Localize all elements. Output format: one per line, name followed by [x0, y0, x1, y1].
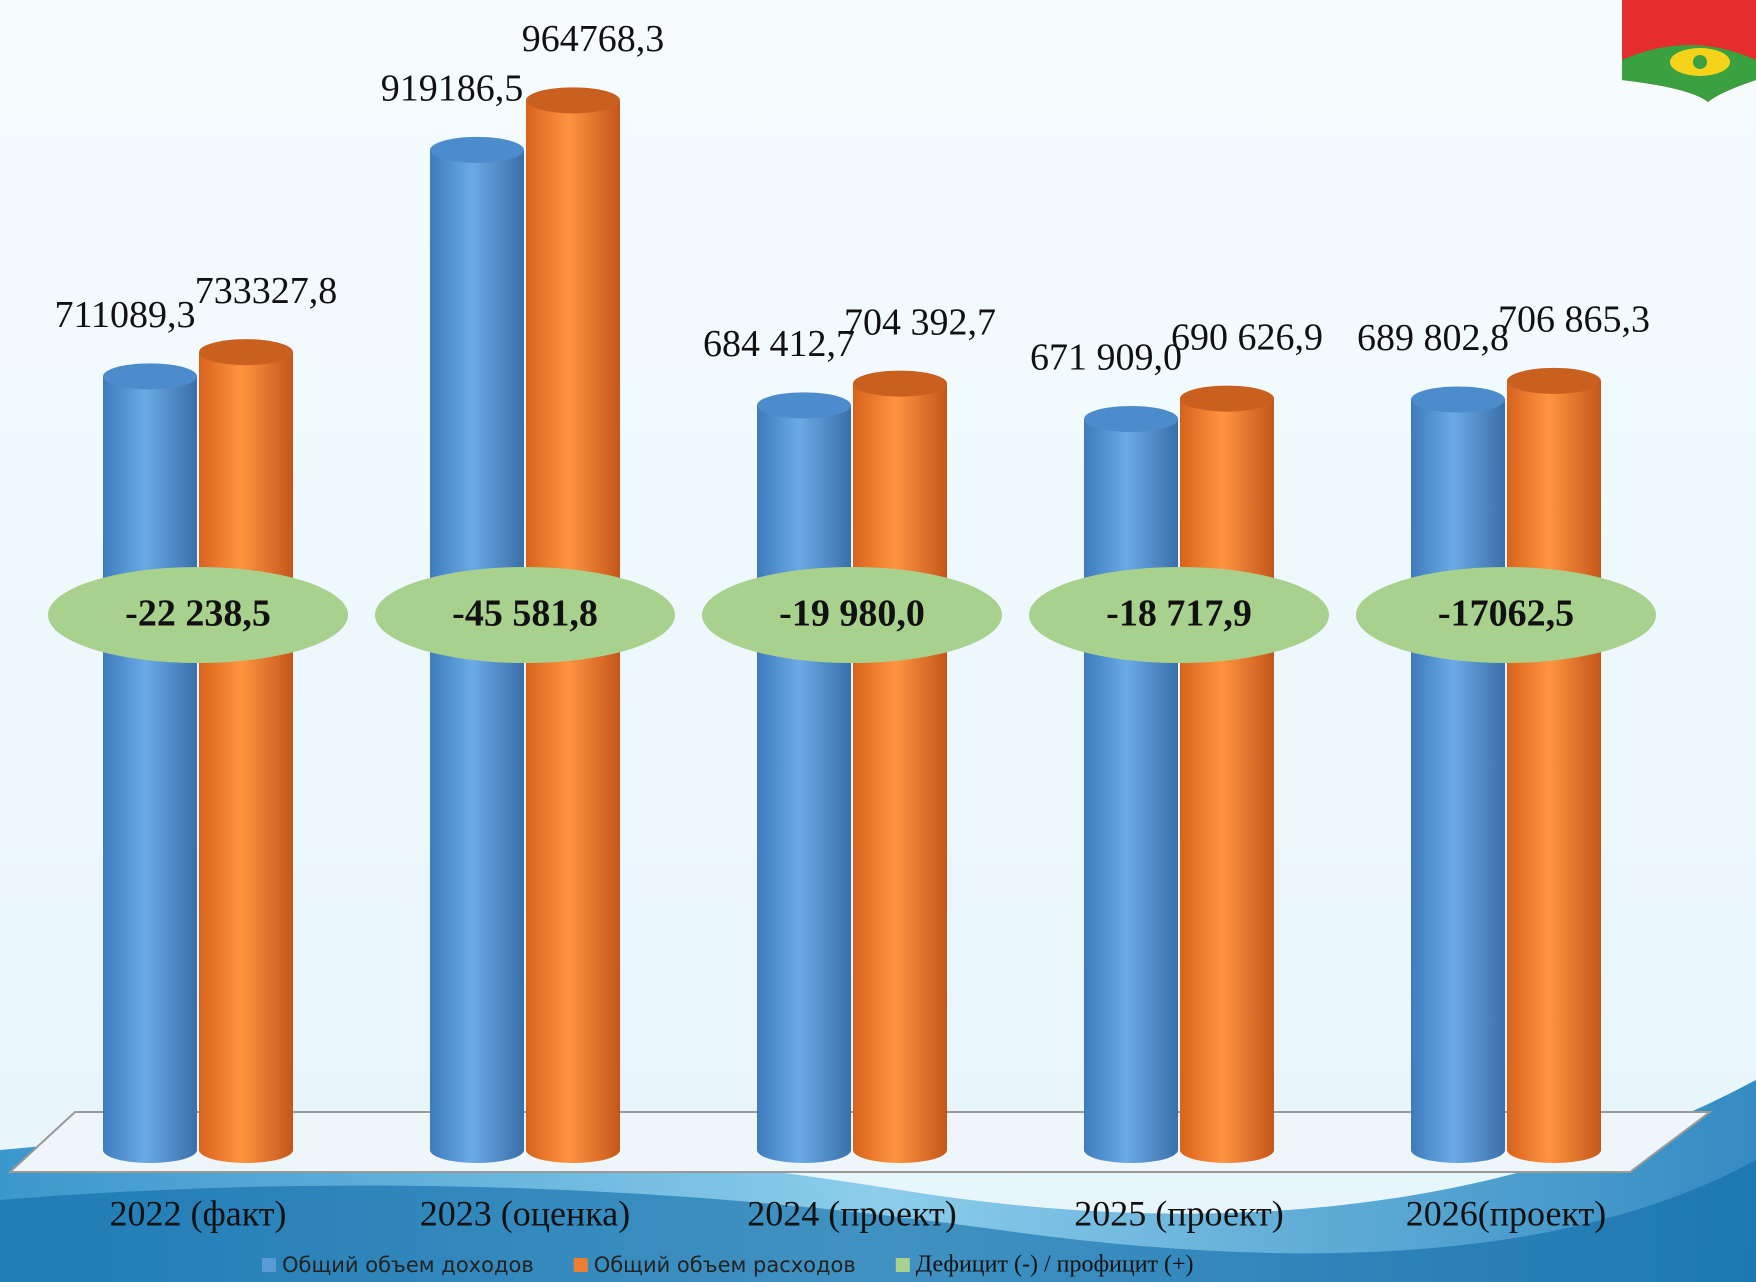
bar: [1180, 398, 1274, 1151]
wave: [0, 1160, 1756, 1282]
bar: [1411, 399, 1505, 1150]
logo: [1622, 0, 1756, 102]
bar-top: [199, 339, 293, 366]
legend-label: Общий объем расходов: [594, 1253, 856, 1277]
x-tick-label: 2025 (проект): [1074, 1193, 1283, 1233]
legend: Общий объем доходов Общий объем расходов Д…: [262, 1252, 1194, 1278]
data-label: 690 626,9: [1171, 316, 1323, 358]
bar-top: [757, 392, 851, 419]
bar: [1507, 380, 1601, 1150]
legend-label: Дефицит (-) / профицит (+): [916, 1252, 1194, 1278]
deficit-bubble: [1356, 567, 1656, 663]
data-label: 671 909,0: [1030, 337, 1182, 379]
data-label: 684 412,7: [703, 323, 855, 365]
bar-top: [430, 136, 524, 163]
data-label: 919186,5: [381, 68, 524, 110]
deficit-bubble: [702, 567, 1002, 663]
bar: [757, 405, 851, 1150]
deficit-label: -22 238,5: [125, 593, 271, 635]
data-label: 706 865,3: [1498, 299, 1650, 341]
deficit-label: -18 717,9: [1106, 593, 1252, 635]
x-tick-label: 2023 (оценка): [420, 1193, 630, 1233]
bar: [853, 383, 947, 1150]
bar: [199, 352, 293, 1150]
bar-top: [1507, 367, 1601, 394]
bar-top: [103, 363, 197, 390]
x-tick-label: 2026(проект): [1406, 1193, 1606, 1233]
deficit-label: -45 581,8: [452, 593, 598, 635]
bar: [103, 376, 197, 1150]
bar-top: [1084, 405, 1178, 432]
legend-label: Общий объем доходов: [282, 1253, 534, 1277]
x-tick-label: 2022 (факт): [109, 1193, 286, 1233]
deficit-label: -17062,5: [1438, 593, 1574, 635]
data-label: 689 802,8: [1357, 317, 1509, 359]
bar-top: [1180, 385, 1274, 412]
legend-swatch: [895, 1258, 910, 1272]
data-label: 733327,8: [195, 270, 338, 312]
data-label: 704 392,7: [844, 301, 996, 343]
bar-top: [853, 370, 947, 397]
deficit-bubble: [1029, 567, 1329, 663]
x-tick-label: 2024 (проект): [747, 1193, 956, 1233]
bar-top: [1411, 386, 1505, 413]
deficit-bubble: [375, 567, 675, 663]
legend-swatch: [573, 1258, 588, 1272]
legend-swatch: [262, 1258, 276, 1272]
data-label: 711089,3: [54, 294, 195, 336]
bar-top: [526, 87, 620, 114]
data-label: 964768,3: [522, 18, 665, 60]
deficit-bubble: [48, 567, 348, 663]
bar: [1084, 418, 1178, 1150]
deficit-label: -19 980,0: [779, 593, 925, 635]
